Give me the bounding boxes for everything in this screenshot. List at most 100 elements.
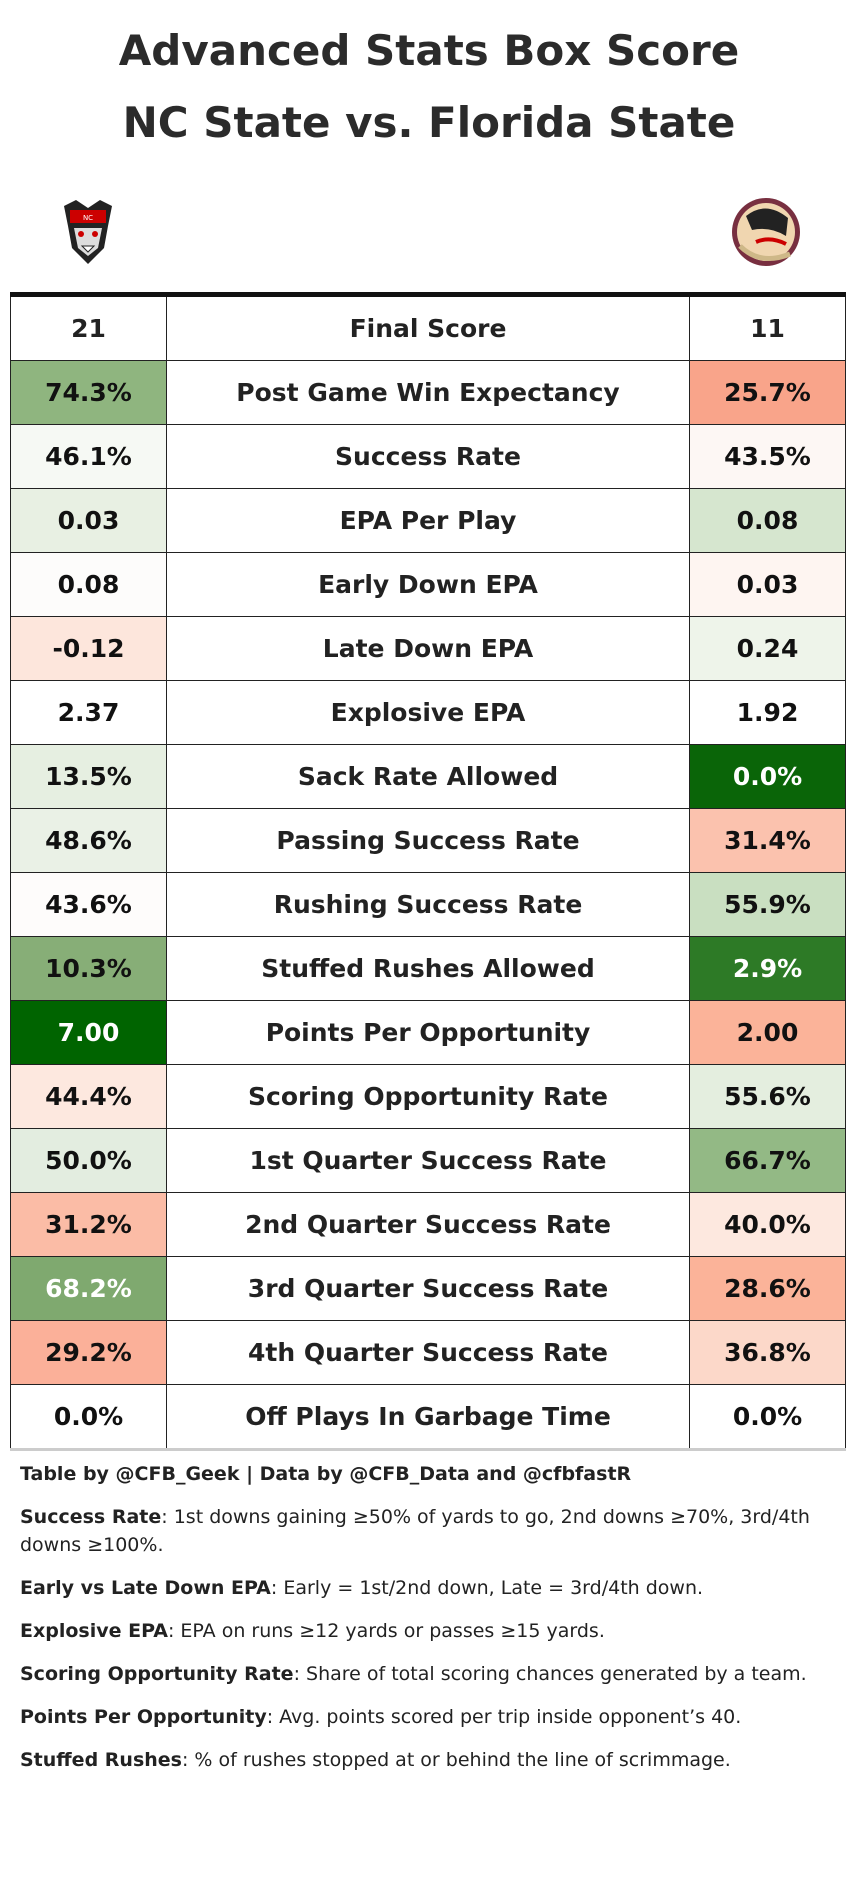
- note-term: Scoring Opportunity Rate: [20, 1663, 294, 1685]
- fsu-logo: [732, 198, 800, 266]
- away-value: 1.92: [689, 680, 846, 745]
- home-value: 46.1%: [10, 424, 167, 489]
- note-term: Explosive EPA: [20, 1620, 168, 1642]
- note-text: : Avg. points scored per trip inside opp…: [266, 1706, 742, 1728]
- home-value: 29.2%: [10, 1320, 167, 1385]
- note: Scoring Opportunity Rate: Share of total…: [20, 1660, 840, 1688]
- away-value: 25.7%: [689, 360, 846, 425]
- home-value: 13.5%: [10, 744, 167, 809]
- away-value: 55.6%: [689, 1064, 846, 1129]
- stat-label: Final Score: [166, 294, 690, 361]
- home-value: 74.3%: [10, 360, 167, 425]
- stat-label: Sack Rate Allowed: [166, 744, 690, 809]
- stat-row: 48.6% Passing Success Rate 31.4%: [10, 808, 846, 873]
- home-value: 2.37: [10, 680, 167, 745]
- away-value: 40.0%: [689, 1192, 846, 1257]
- note: Early vs Late Down EPA: Early = 1st/2nd …: [20, 1574, 840, 1602]
- notes: Table by @CFB_Geek | Data by @CFB_Data a…: [20, 1460, 840, 1789]
- note-text: : 1st downs gaining ≥50% of yards to go,…: [20, 1506, 810, 1556]
- note: Points Per Opportunity: Avg. points scor…: [20, 1703, 840, 1731]
- stat-label: Early Down EPA: [166, 552, 690, 617]
- home-value: 43.6%: [10, 872, 167, 937]
- stat-label: Points Per Opportunity: [166, 1000, 690, 1065]
- stat-row: 7.00 Points Per Opportunity 2.00: [10, 1000, 846, 1065]
- away-value: 31.4%: [689, 808, 846, 873]
- header-row: 21 Final Score 11: [10, 294, 846, 361]
- home-value: 31.2%: [10, 1192, 167, 1257]
- note-term: Table by @CFB_Geek | Data by @CFB_Data a…: [20, 1463, 632, 1485]
- stat-label: Passing Success Rate: [166, 808, 690, 873]
- stat-row: 46.1% Success Rate 43.5%: [10, 424, 846, 489]
- stat-row: 43.6% Rushing Success Rate 55.9%: [10, 872, 846, 937]
- note-text: : % of rushes stopped at or behind the l…: [181, 1749, 731, 1771]
- away-value: 28.6%: [689, 1256, 846, 1321]
- stat-row: 29.2% 4th Quarter Success Rate 36.8%: [10, 1320, 846, 1385]
- home-value: 0.03: [10, 488, 167, 553]
- stat-label: 4th Quarter Success Rate: [166, 1320, 690, 1385]
- stat-row: 50.0% 1st Quarter Success Rate 66.7%: [10, 1128, 846, 1193]
- subtitle: NC State vs. Florida State: [122, 98, 736, 147]
- away-value: 0.24: [689, 616, 846, 681]
- home-value: 44.4%: [10, 1064, 167, 1129]
- stat-row: -0.12 Late Down EPA 0.24: [10, 616, 846, 681]
- away-value: 0.03: [689, 552, 846, 617]
- stat-label: 1st Quarter Success Rate: [166, 1128, 690, 1193]
- away-value: 2.00: [689, 1000, 846, 1065]
- nc-state-logo: NC: [64, 200, 112, 264]
- note: Table by @CFB_Geek | Data by @CFB_Data a…: [20, 1460, 840, 1488]
- stat-row: 0.08 Early Down EPA 0.03: [10, 552, 846, 617]
- stat-label: Late Down EPA: [166, 616, 690, 681]
- away-value: 0.0%: [689, 744, 846, 809]
- home-value: 0.0%: [10, 1384, 167, 1450]
- away-value: 55.9%: [689, 872, 846, 937]
- stat-row: 2.37 Explosive EPA 1.92: [10, 680, 846, 745]
- away-value: 0.0%: [689, 1384, 846, 1450]
- away-score: 11: [689, 294, 846, 361]
- note-text: : Share of total scoring chances generat…: [293, 1663, 807, 1685]
- note: Stuffed Rushes: % of rushes stopped at o…: [20, 1746, 840, 1774]
- home-value: 7.00: [10, 1000, 167, 1065]
- stat-row: 31.2% 2nd Quarter Success Rate 40.0%: [10, 1192, 846, 1257]
- note-term: Stuffed Rushes: [20, 1749, 182, 1771]
- away-value: 2.9%: [689, 936, 846, 1001]
- note-text: : EPA on runs ≥12 yards or passes ≥15 ya…: [167, 1620, 605, 1642]
- home-value: -0.12: [10, 616, 167, 681]
- stat-label: Stuffed Rushes Allowed: [166, 936, 690, 1001]
- stat-label: 2nd Quarter Success Rate: [166, 1192, 690, 1257]
- note: Explosive EPA: EPA on runs ≥12 yards or …: [20, 1617, 840, 1645]
- note-text: : Early = 1st/2nd down, Late = 3rd/4th d…: [270, 1577, 704, 1599]
- stat-label: Post Game Win Expectancy: [166, 360, 690, 425]
- note-term: Points Per Opportunity: [20, 1706, 267, 1728]
- stat-row: 68.2% 3rd Quarter Success Rate 28.6%: [10, 1256, 846, 1321]
- stat-label: Scoring Opportunity Rate: [166, 1064, 690, 1129]
- away-value: 43.5%: [689, 424, 846, 489]
- stat-label: EPA Per Play: [166, 488, 690, 553]
- svg-text:NC: NC: [83, 214, 93, 222]
- stat-label: Success Rate: [166, 424, 690, 489]
- home-value: 68.2%: [10, 1256, 167, 1321]
- stat-row: 0.03 EPA Per Play 0.08: [10, 488, 846, 553]
- stat-row: 0.0% Off Plays In Garbage Time 0.0%: [10, 1384, 846, 1450]
- stat-label: Rushing Success Rate: [166, 872, 690, 937]
- stat-row: 13.5% Sack Rate Allowed 0.0%: [10, 744, 846, 809]
- stat-label: Off Plays In Garbage Time: [166, 1384, 690, 1450]
- home-score: 21: [10, 294, 167, 361]
- home-value: 10.3%: [10, 936, 167, 1001]
- stat-label: 3rd Quarter Success Rate: [166, 1256, 690, 1321]
- note-term: Early vs Late Down EPA: [20, 1577, 271, 1599]
- home-value: 0.08: [10, 552, 167, 617]
- away-value: 0.08: [689, 488, 846, 553]
- note: Success Rate: 1st downs gaining ≥50% of …: [20, 1503, 840, 1559]
- note-term: Success Rate: [20, 1506, 162, 1528]
- stat-row: 44.4% Scoring Opportunity Rate 55.6%: [10, 1064, 846, 1129]
- title: Advanced Stats Box Score: [118, 26, 740, 75]
- stat-row: 74.3% Post Game Win Expectancy 25.7%: [10, 360, 846, 425]
- stat-label: Explosive EPA: [166, 680, 690, 745]
- away-value: 66.7%: [689, 1128, 846, 1193]
- home-value: 48.6%: [10, 808, 167, 873]
- stats-table: 21 Final Score 11 74.3% Post Game Win Expect…: [10, 292, 846, 1451]
- away-value: 36.8%: [689, 1320, 846, 1385]
- home-value: 50.0%: [10, 1128, 167, 1193]
- stat-row: 10.3% Stuffed Rushes Allowed 2.9%: [10, 936, 846, 1001]
